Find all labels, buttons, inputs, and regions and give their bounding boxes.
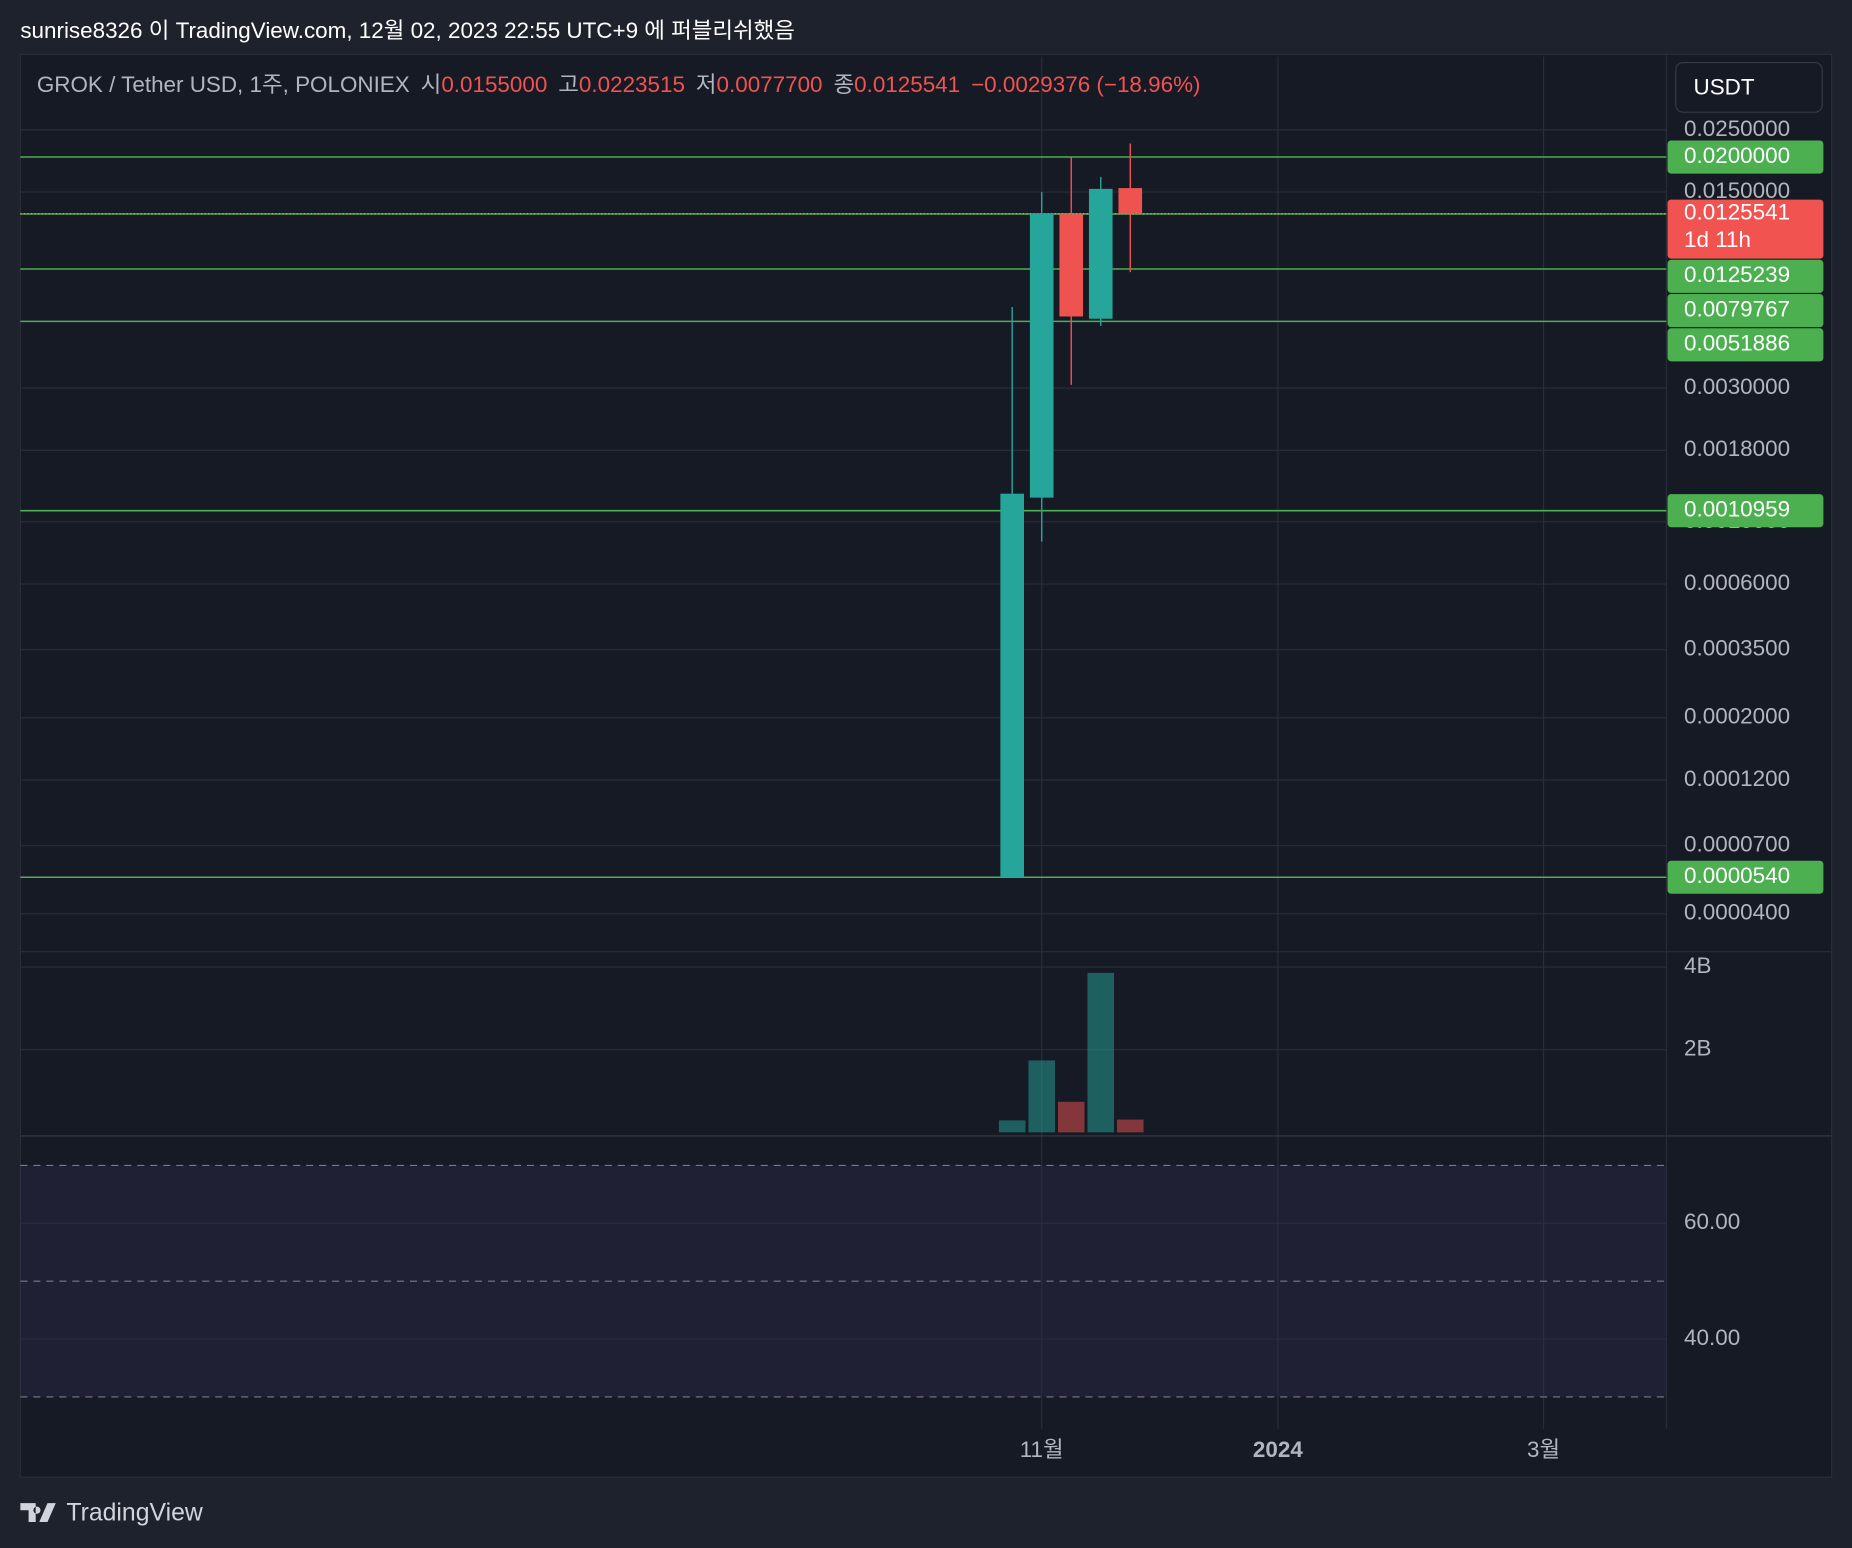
volume-bar xyxy=(1057,1101,1085,1133)
rsi-tick-label: 60.00 xyxy=(1684,1209,1740,1234)
volume-tick-label: 2B xyxy=(1684,1036,1711,1061)
candle-body xyxy=(1059,214,1084,317)
y-tick-label: 0.0000700 xyxy=(1684,832,1790,857)
close-value: 0.0125541 xyxy=(854,72,960,97)
level-label-box xyxy=(1667,140,1824,174)
x-tick-label: 3월 xyxy=(1527,1437,1560,1462)
y-tick-label: 0.0018000 xyxy=(1684,436,1790,461)
level-label: 0.0125239 xyxy=(1684,262,1790,287)
candle-body xyxy=(1000,493,1025,878)
y-tick-label: 0.0003500 xyxy=(1684,636,1790,661)
low-label: 저 xyxy=(696,72,717,97)
open-label: 시 xyxy=(421,72,442,97)
last-price-label: 0.0125541 xyxy=(1684,200,1790,225)
logo-text[interactable]: TradingView xyxy=(66,1499,202,1526)
symbol: GROK / Tether USD, 1주, POLONIEX xyxy=(37,72,410,97)
volume-bar xyxy=(1028,1060,1055,1133)
level-label-box xyxy=(1667,494,1824,528)
volume-bar xyxy=(998,1120,1026,1133)
publisher-header: sunrise8326 이 TradingView.com, 12월 02, 2… xyxy=(20,18,795,43)
level-label: 0.0000540 xyxy=(1684,863,1790,888)
chart-frame xyxy=(19,53,1833,1478)
volume-bar xyxy=(1087,972,1115,1133)
currency-button-label[interactable]: USDT xyxy=(1694,74,1755,99)
y-tick-label: 0.0000400 xyxy=(1684,900,1790,925)
footer-logo[interactable]: TradingView xyxy=(20,1499,203,1526)
countdown-label: 1d 11h xyxy=(1684,227,1751,252)
ohlc-legend: GROK / Tether USD, 1주, POLONIEX 시0.01550… xyxy=(37,72,1201,97)
y-tick-label: 0.0002000 xyxy=(1684,704,1790,729)
currency-button[interactable]: USDT xyxy=(1675,61,1823,113)
high-label: 고 xyxy=(558,72,579,97)
change-value: −0.0029376 (−18.96%) xyxy=(971,72,1200,97)
y-tick-label: 0.0150000 xyxy=(1684,178,1790,203)
candle-body xyxy=(1118,188,1143,214)
level-label: 0.0200000 xyxy=(1684,143,1790,168)
y-tick-label: 0.0006000 xyxy=(1684,570,1790,595)
level-label: 0.0010959 xyxy=(1684,497,1790,522)
y-tick-label: 0.0001200 xyxy=(1684,766,1790,791)
high-value: 0.0223515 xyxy=(579,72,685,97)
candle-body xyxy=(1088,188,1113,319)
x-tick-label: 2024 xyxy=(1253,1437,1303,1462)
currency-button-box[interactable] xyxy=(1675,61,1823,113)
x-tick-label: 11월 xyxy=(1020,1437,1064,1462)
rsi-tick-label: 40.00 xyxy=(1684,1325,1740,1350)
level-label-box xyxy=(1667,860,1824,894)
volume-bar xyxy=(1116,1119,1144,1133)
logo-icon[interactable] xyxy=(20,1503,56,1523)
open-value: 0.0155000 xyxy=(441,72,547,97)
close-label: 종 xyxy=(833,72,854,97)
candle-body xyxy=(1029,213,1054,498)
low-value: 0.0077700 xyxy=(717,72,823,97)
level-label: 0.0051886 xyxy=(1684,331,1790,356)
level-label-box xyxy=(1667,294,1824,328)
level-label-box xyxy=(1667,259,1824,293)
plot-area: 11월 2024 3월 0.0250000 0.0150000 0.0030000 0.00… xyxy=(20,54,1832,1462)
volume-tick-label: 4B xyxy=(1684,953,1711,978)
last-price-box xyxy=(1667,199,1824,259)
y-tick-label: 0.0030000 xyxy=(1684,374,1790,399)
y-tick-label: 0.0250000 xyxy=(1684,116,1790,141)
level-label: 0.0079767 xyxy=(1684,296,1790,321)
level-label-box xyxy=(1667,328,1824,362)
